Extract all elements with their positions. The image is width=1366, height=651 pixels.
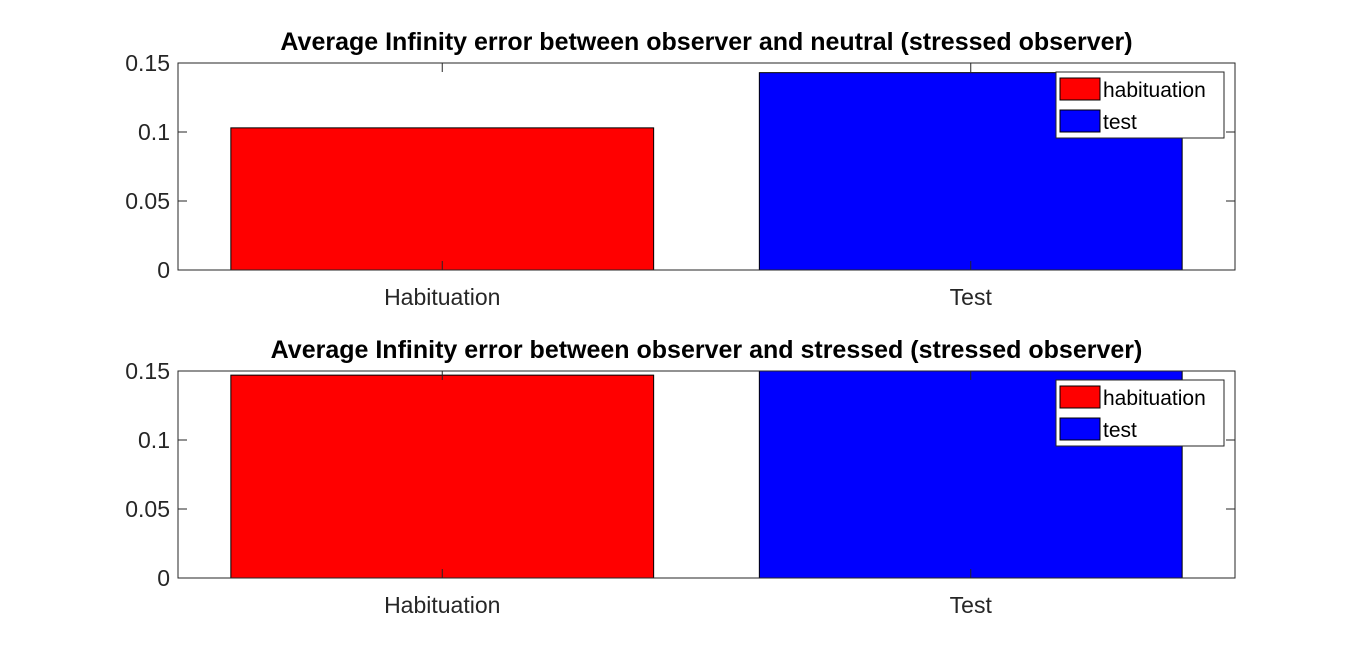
chart-2: Average Infinity error between observer … bbox=[125, 336, 1236, 618]
legend-label-test: test bbox=[1103, 419, 1137, 442]
legend: habituation test bbox=[1055, 379, 1225, 447]
legend-swatch-test bbox=[1059, 417, 1101, 441]
y-tick-label: 0.1 bbox=[138, 427, 170, 453]
x-tick-label: Habituation bbox=[384, 284, 500, 310]
legend-swatch-test bbox=[1059, 109, 1101, 133]
y-tick-label: 0.05 bbox=[125, 188, 170, 214]
bar-habituation bbox=[230, 374, 655, 579]
x-tick-label: Test bbox=[950, 592, 993, 618]
y-tick-label: 0.1 bbox=[138, 119, 170, 145]
legend-label-test: test bbox=[1103, 111, 1137, 134]
x-tick-label: Test bbox=[950, 284, 993, 310]
y-tick-label: 0.15 bbox=[125, 358, 170, 384]
chart-title: Average Infinity error between observer … bbox=[271, 336, 1143, 364]
chart-title: Average Infinity error between observer … bbox=[280, 28, 1132, 56]
axes-box bbox=[177, 62, 1236, 271]
legend-label-habituation: habituation bbox=[1103, 387, 1206, 410]
legend-swatch-habituation bbox=[1059, 385, 1101, 409]
legend-swatch-habituation bbox=[1059, 77, 1101, 101]
y-tick-label: 0 bbox=[157, 257, 170, 283]
y-tick-label: 0.05 bbox=[125, 496, 170, 522]
y-tick-label: 0.15 bbox=[125, 50, 170, 76]
x-tick-label: Habituation bbox=[384, 592, 500, 618]
axes-box bbox=[177, 370, 1236, 579]
bar-habituation bbox=[230, 127, 655, 271]
chart-1: Average Infinity error between observer … bbox=[125, 28, 1236, 310]
legend: habituation test bbox=[1055, 71, 1225, 139]
charts-layer: Average Infinity error between observer … bbox=[125, 28, 1236, 618]
y-tick-label: 0 bbox=[157, 565, 170, 591]
legend-label-habituation: habituation bbox=[1103, 79, 1206, 102]
